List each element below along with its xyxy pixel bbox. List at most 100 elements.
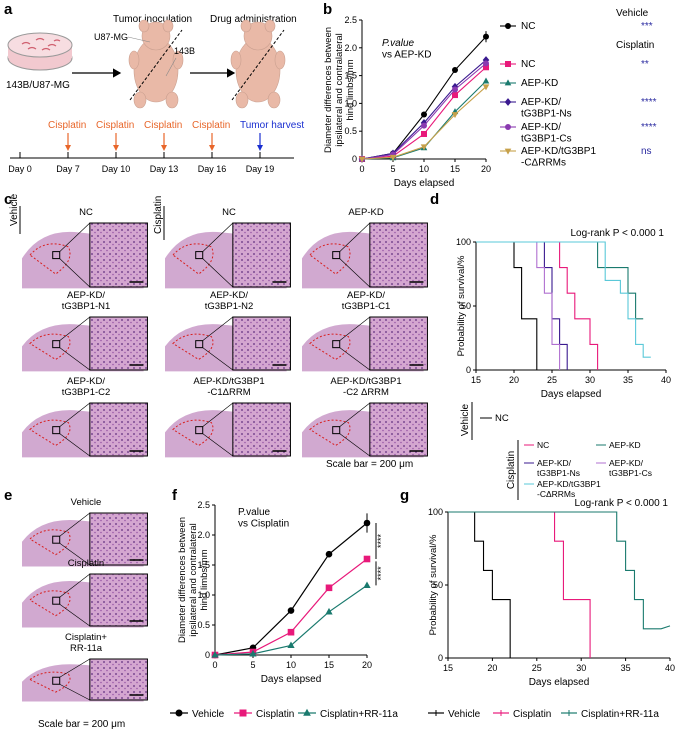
zoom-inset (89, 222, 148, 288)
legend-sig: **** (641, 97, 657, 108)
histology-tiles-c: NC NC AEP-KDAEP-KD/tG3BP1-N1AEP-KD/tG3BP1-… (22, 207, 428, 458)
tile-label-line: AEP-KD (348, 207, 384, 218)
legend-label-line: -CΔRRMs (537, 489, 575, 499)
y-axis-label-line: Diameter differences between (323, 27, 334, 153)
panel-a-letter: a (4, 1, 13, 18)
x-tick-label-line: 20 (487, 663, 497, 673)
panel-a: a 143B/U87-MG Tumor inoculation Drug adm… (4, 1, 304, 174)
legend-group-cisplatin: Cisplatin (506, 451, 517, 489)
legend-group-vehicle: Vehicle (616, 8, 649, 19)
y-tick-label-line: 1.5 (344, 71, 357, 81)
panel-b-letter: b (323, 1, 332, 18)
bottom-legend: Vehicle Cisplatin Cisplatin+RR-11a Vehicle C… (170, 708, 659, 720)
annotation: Log-rank P < 0.000 1 (575, 498, 669, 509)
y-tick-label: 1.5 (197, 560, 210, 570)
x-tick-label: 5 (390, 164, 395, 174)
x-tick-label: 30 (585, 375, 595, 385)
x-tick-label: 15 (443, 663, 453, 673)
day-label-line: Day 0 (8, 164, 32, 174)
histology-tiles-e: Vehicle Cisplatin Cisplatin+ RR-11a (22, 497, 148, 702)
annotation-line: Log-rank P < 0.000 1 (575, 498, 669, 509)
data-point (452, 86, 458, 93)
zoom-line (59, 683, 90, 701)
y-axis-label-line: ipsilateral and contralateral (188, 523, 199, 637)
legend-label: Cisplatin+RR-11a (320, 709, 398, 720)
legend-label: NC (521, 59, 535, 70)
x-tick-label: 15 (450, 164, 460, 174)
survival-curve (476, 241, 552, 371)
tile-label-line: AEP-KD/ (210, 290, 248, 301)
tumor-outline (29, 671, 71, 693)
legend-label: NC (521, 21, 535, 32)
legend-label-line: tG3BP1-Cs (609, 468, 652, 478)
x-tick-label-line: 10 (419, 164, 429, 174)
panel-e: e Vehicle Cisplatin Cisplatin+ RR-11a Scale… (4, 487, 148, 730)
tile-label-line: AEP-KD/tG3BP1 (330, 376, 401, 387)
panel-b: b 0 5 10 15 20 0 0.5 1.0 1.5 2.0 2.5 Days elapsed Di… (323, 1, 657, 189)
tile-label: Cisplatin+ RR-11a (65, 632, 107, 654)
y-tick-label-line: 2.5 (344, 15, 357, 25)
y-tick-label: 2.0 (197, 530, 210, 540)
x-axis-label-line: Days elapsed (261, 674, 322, 685)
x-tick-label: 25 (547, 375, 557, 385)
day-label-line: Day 10 (102, 164, 131, 174)
cisplatin-arrows (65, 133, 263, 151)
legend-label-line: AEP-KD/tG3BP1 (537, 479, 601, 489)
survival-curve (476, 241, 599, 370)
legend-group-cisplatin: Cisplatin (616, 40, 654, 51)
x-tick-label-line: 35 (623, 375, 633, 385)
legend-label-line: tG3BP1-Cs (521, 134, 572, 145)
zoom-box (52, 596, 61, 605)
data-point (303, 708, 311, 716)
legend-label-line: NC (521, 21, 535, 32)
data-point (325, 584, 333, 592)
legend-label-line: Cisplatin+RR-11a (581, 709, 659, 720)
arrow-head (161, 145, 167, 151)
y-tick-label-line: 0 (205, 650, 210, 660)
y-tick-label: 0 (205, 650, 210, 660)
zoom-line (339, 402, 371, 427)
zoom-box (195, 251, 204, 260)
chart-f: 0 5 10 15 20 0 0.5 1.0 1.5 2.0 2.5 Days elapsed Diam… (177, 500, 386, 685)
zoom-inset (89, 658, 148, 701)
x-axis-label: Days elapsed (261, 674, 322, 685)
tile-label: AEP-KD/tG3BP1-C2 (62, 376, 111, 398)
legend-label: AEP-KD (521, 78, 558, 89)
sig-label-line: **** (376, 566, 386, 581)
legend-label: Cisplatin+RR-11a (581, 709, 659, 720)
tile-label: NC (79, 207, 93, 218)
day-label: Day 0 (8, 164, 32, 174)
x-tick-label: 25 (532, 663, 542, 673)
data-point (482, 84, 490, 91)
data-point (358, 156, 366, 163)
data-point (504, 79, 512, 86)
tile-label-line: tG3BP1-N2 (205, 301, 254, 312)
legend-label: AEP-KD/tG3BP1 -CΔRRMs (521, 146, 596, 169)
x-tick-label-line: 5 (250, 660, 255, 670)
panel-g-letter: g (400, 487, 409, 504)
survival-curve (448, 511, 511, 658)
legend-group-vehicle-line: Vehicle (460, 403, 471, 436)
chart-d: 15 20 25 30 35 40 0 50 100 Days elapsed Probabilit… (456, 228, 671, 500)
legend-sig: ** (641, 59, 649, 70)
zoom-line (202, 347, 234, 371)
zoom-line (202, 402, 234, 427)
day-label: Day 16 (198, 164, 227, 174)
legend-label-line: NC (521, 59, 535, 70)
data-point (504, 98, 512, 106)
zoom-inset (232, 402, 291, 457)
y-tick-label-line: 0 (438, 653, 443, 663)
zoom-box (195, 340, 204, 349)
tile-label-line: -C2 ΔRRM (343, 387, 389, 398)
data-point (482, 77, 490, 84)
x-tick-label-line: 15 (443, 663, 453, 673)
histology-tile: AEP-KD (302, 207, 428, 289)
zoom-line (59, 402, 91, 427)
x-tick-label-line: 20 (509, 375, 519, 385)
data-point (325, 550, 333, 558)
chart-b: 0 5 10 15 20 0 0.5 1.0 1.5 2.0 2.5 Days elapsed Diam… (323, 8, 657, 189)
legend-label: Vehicle (448, 709, 481, 720)
histology-tile: AEP-KD/tG3BP1-C1 (302, 290, 428, 372)
legend-sig-line: *** (641, 21, 653, 32)
zoom-line (339, 433, 371, 457)
